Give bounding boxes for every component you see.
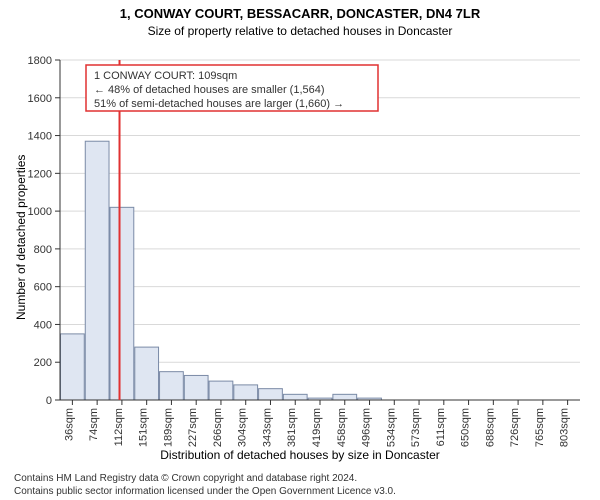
svg-text:1000: 1000 — [28, 206, 52, 218]
svg-text:400: 400 — [34, 319, 52, 331]
svg-text:800: 800 — [34, 244, 52, 256]
svg-text:600: 600 — [34, 282, 52, 294]
bar — [283, 394, 307, 400]
bar — [184, 375, 208, 400]
bar — [110, 207, 134, 400]
svg-text:611sqm: 611sqm — [435, 408, 447, 446]
footer-line1: Contains HM Land Registry data © Crown c… — [14, 472, 396, 485]
svg-text:803sqm: 803sqm — [559, 408, 571, 447]
svg-text:1600: 1600 — [28, 93, 52, 105]
bar — [135, 347, 159, 400]
bar — [333, 394, 357, 400]
svg-text:74sqm: 74sqm — [88, 408, 100, 441]
svg-text:1800: 1800 — [28, 55, 52, 67]
svg-text:36sqm: 36sqm — [63, 408, 75, 441]
svg-text:343sqm: 343sqm — [261, 408, 273, 447]
footer-line2: Contains public sector information licen… — [14, 485, 396, 498]
svg-text:304sqm: 304sqm — [237, 408, 249, 447]
svg-text:381sqm: 381sqm — [286, 408, 298, 447]
chart-container: 1, CONWAY COURT, BESSACARR, DONCASTER, D… — [0, 0, 600, 500]
svg-text:1400: 1400 — [28, 131, 52, 143]
svg-text:266sqm: 266sqm — [212, 408, 224, 447]
histogram-chart: 0 200 400 600 800 1000 1200 1400 1600 1800 36sqm 74… — [0, 0, 600, 500]
bar — [160, 372, 184, 400]
svg-text:200: 200 — [34, 357, 52, 369]
svg-text:151sqm: 151sqm — [138, 408, 150, 447]
svg-text:650sqm: 650sqm — [460, 408, 472, 447]
svg-text:189sqm: 189sqm — [162, 408, 174, 447]
bar — [259, 389, 283, 400]
x-axis-label: Distribution of detached houses by size … — [0, 448, 600, 462]
svg-text:458sqm: 458sqm — [336, 408, 348, 447]
svg-text:1200: 1200 — [28, 168, 52, 180]
svg-text:112sqm: 112sqm — [113, 408, 125, 446]
attribution-footer: Contains HM Land Registry data © Crown c… — [14, 472, 396, 498]
svg-text:765sqm: 765sqm — [534, 408, 546, 447]
callout-line2: ← 48% of detached houses are smaller (1,… — [94, 84, 325, 96]
svg-text:419sqm: 419sqm — [311, 408, 323, 447]
bar — [61, 334, 85, 400]
svg-text:726sqm: 726sqm — [509, 408, 521, 447]
svg-text:496sqm: 496sqm — [361, 408, 373, 447]
svg-text:573sqm: 573sqm — [410, 408, 422, 447]
bar — [85, 141, 109, 400]
callout-line1: 1 CONWAY COURT: 109sqm — [94, 70, 237, 82]
svg-text:0: 0 — [46, 395, 52, 407]
svg-text:227sqm: 227sqm — [187, 408, 199, 447]
bar — [209, 381, 233, 400]
svg-text:688sqm: 688sqm — [484, 408, 496, 447]
svg-text:534sqm: 534sqm — [385, 408, 397, 447]
callout-line3: 51% of semi-detached houses are larger (… — [94, 98, 344, 110]
bar — [234, 385, 258, 400]
